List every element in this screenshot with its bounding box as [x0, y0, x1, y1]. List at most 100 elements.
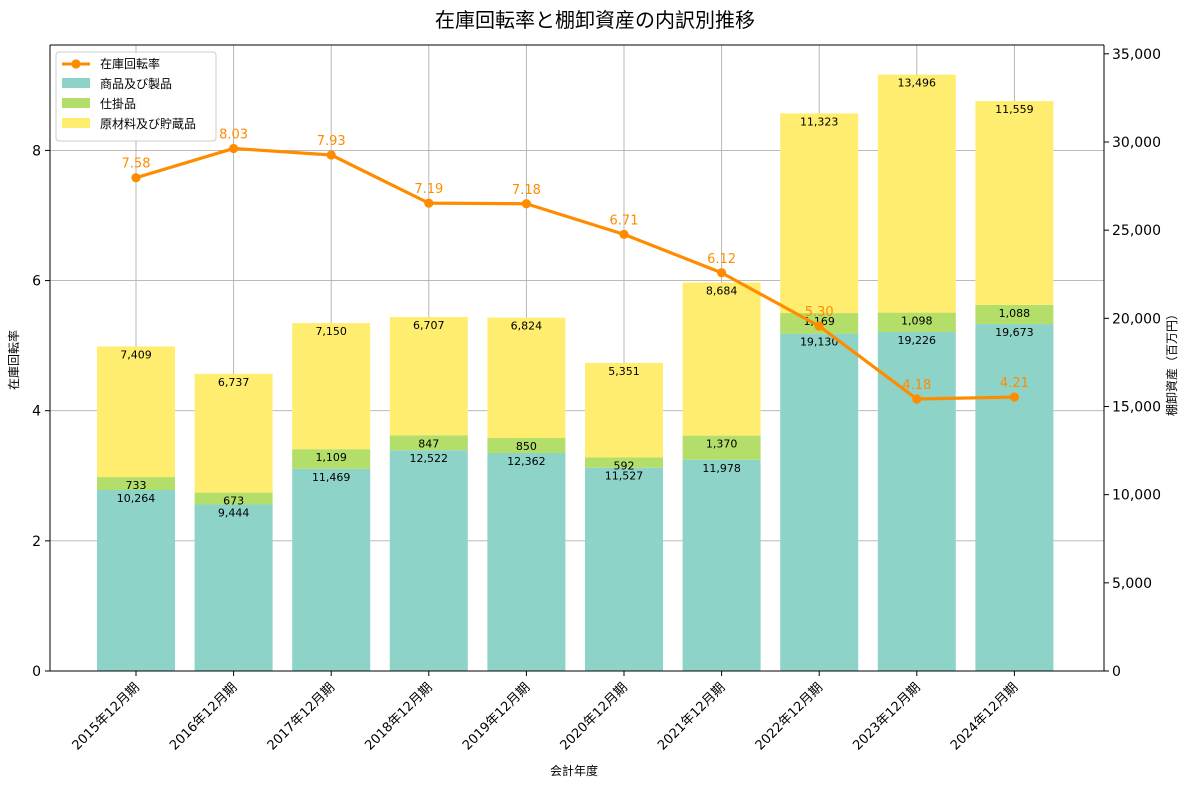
turnover-point: [1009, 392, 1020, 402]
y-tick-label-right: 5,000: [1112, 576, 1152, 592]
bar-segment: [487, 453, 566, 671]
bar-segment: [877, 312, 956, 332]
bar-data-label: 592: [614, 459, 635, 472]
turnover-point: [326, 150, 336, 160]
bar-data-label: 10,264: [117, 492, 156, 505]
bar-data-label: 850: [516, 440, 537, 453]
y-axis-left-label: 在庫回転率: [6, 330, 21, 390]
bar-segment: [975, 101, 1054, 305]
bar-segment: [389, 450, 468, 671]
bar-data-label: 7,150: [315, 325, 347, 338]
bar-data-label: 6,824: [511, 320, 543, 333]
turnover-point: [912, 394, 922, 404]
y-tick-label-left: 0: [32, 664, 41, 680]
turnover-point: [814, 321, 824, 331]
bar-segment: [780, 333, 859, 671]
bar-segment: [682, 435, 761, 460]
bar-segment: [194, 373, 273, 493]
bar-data-label: 1,098: [901, 315, 933, 328]
bar-segment: [780, 113, 859, 314]
bar-data-label: 19,130: [800, 336, 839, 349]
bar-data-label: 11,527: [605, 470, 644, 483]
bar-data-label: 13,496: [898, 77, 937, 90]
bar-data-label: 6,707: [413, 319, 445, 332]
y-tick-label-right: 20,000: [1112, 311, 1161, 327]
bar-segment: [194, 504, 273, 671]
bar-data-label: 1,370: [706, 438, 738, 451]
bar-data-label: 7,409: [120, 348, 152, 361]
bar-data-label: 11,323: [800, 115, 839, 128]
bar-segment: [877, 74, 956, 313]
bar-data-label: 5,351: [608, 365, 640, 378]
bar-data-label: 733: [126, 479, 147, 492]
y-tick-label-left: 4: [32, 404, 41, 420]
bar-segment: [585, 467, 663, 671]
bar-data-label: 1,088: [999, 307, 1031, 320]
bar-data-label: 11,559: [995, 103, 1034, 116]
turnover-line: [135, 146, 1015, 401]
turnover-data-label: 7.58: [122, 157, 151, 172]
turnover-point: [521, 199, 532, 209]
bar-segment: [975, 304, 1054, 325]
y-tick-label-left: 8: [32, 143, 41, 159]
y-tick-label-left: 6: [32, 274, 41, 290]
turnover-data-label: 6.71: [610, 213, 639, 228]
bars-layer: [97, 74, 1054, 671]
bar-data-label: 12,522: [410, 452, 449, 465]
turnover-data-label: 8.03: [219, 127, 248, 142]
turnover-data-label: 7.19: [414, 182, 443, 197]
bar-segment: [389, 316, 468, 436]
legend-bar-swatch: [62, 98, 90, 108]
bar-labels-layer: 10,264 9,444 11,469 12,522 12,362 11,527 11,97…: [117, 77, 1034, 520]
legend-label: 商品及び製品: [100, 76, 172, 91]
legend-bar-swatch: [62, 118, 90, 128]
y-tick-label-right: 35,000: [1112, 47, 1161, 63]
legend-line-marker: [71, 59, 81, 69]
turnover-point: [131, 173, 141, 183]
y-axis-right-label: 棚卸資産（百万円）: [1164, 308, 1179, 416]
bar-segment: [97, 477, 175, 491]
bar-segment: [682, 282, 761, 436]
legend-label: 原材料及び貯蔵品: [100, 117, 196, 131]
bar-segment: [877, 331, 956, 671]
y-tick-label-right: 0: [1112, 664, 1121, 680]
turnover-data-label: 6.12: [707, 252, 736, 267]
bar-data-label: 19,673: [995, 326, 1034, 339]
y-tick-label-right: 25,000: [1112, 223, 1161, 239]
turnover-point: [229, 143, 239, 154]
y-tick-label-left: 2: [32, 534, 41, 550]
turnover-point: [619, 229, 629, 239]
turnover-point: [717, 268, 727, 278]
bar-data-label: 6,737: [218, 376, 250, 389]
bar-segment: [194, 492, 273, 505]
x-axis-label: 会計年度: [550, 763, 598, 778]
bar-data-label: 19,226: [898, 334, 937, 347]
legend-label: 在庫回転率: [100, 56, 160, 71]
turnover-data-label: 4.21: [1000, 376, 1029, 391]
bar-segment: [292, 468, 371, 671]
legend-bar-swatch: [62, 78, 90, 88]
y-tick-label-right: 15,000: [1112, 399, 1161, 415]
bar-data-label: 1,109: [315, 451, 347, 464]
bar-data-label: 8,684: [706, 284, 738, 297]
bar-segment: [585, 457, 663, 468]
bar-data-label: 12,362: [507, 455, 546, 468]
bar-segment: [97, 346, 175, 478]
bar-segment: [487, 438, 566, 454]
turnover-data-label: 7.18: [512, 183, 541, 198]
bar-data-label: 11,469: [312, 471, 351, 484]
turnover-point: [424, 198, 434, 208]
bar-data-label: 673: [223, 495, 244, 508]
bar-segment: [487, 317, 566, 439]
chart-title: 在庫回転率と棚卸資産の内訳別推移: [435, 8, 755, 32]
legend-label: 仕掛品: [100, 96, 136, 111]
y-tick-label-right: 10,000: [1112, 488, 1161, 504]
turnover-data-label: 4.18: [902, 378, 931, 393]
bar-segment: [292, 323, 371, 450]
bar-data-label: 11,978: [702, 462, 741, 475]
legend-box: [55, 51, 217, 142]
bar-segment: [585, 362, 663, 458]
bar-data-label: 847: [418, 437, 439, 450]
turnover-data-label: 7.93: [317, 134, 346, 149]
